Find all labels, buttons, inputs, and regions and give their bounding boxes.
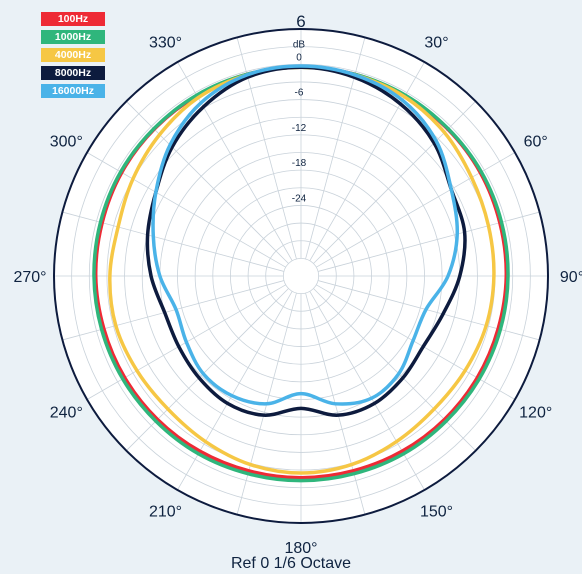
legend: 100Hz 1000Hz 4000Hz 8000Hz 16000Hz	[41, 12, 105, 102]
angle-label: 150°	[420, 504, 453, 521]
legend-item-100hz: 100Hz	[41, 12, 105, 26]
legend-item-16000hz: 16000Hz	[41, 84, 105, 98]
legend-item-8000hz: 8000Hz	[41, 66, 105, 80]
angle-label: 180°	[284, 540, 317, 557]
radial-tick-label: -18	[292, 158, 307, 169]
radial-tick-label: -6	[295, 88, 304, 99]
grid-spoke	[317, 280, 540, 341]
series-line-16000hz	[151, 64, 460, 406]
series-layer	[92, 64, 510, 483]
grid-spoke	[313, 288, 476, 451]
grid-spoke	[62, 280, 285, 341]
radial-unit-label: dB	[293, 39, 306, 50]
radial-tick-label: 0	[296, 52, 302, 63]
angle-label: 30°	[424, 34, 448, 51]
angle-label: 90°	[560, 269, 582, 286]
series-line-1000hz	[92, 65, 510, 483]
outer-ring	[53, 28, 549, 524]
grid-spoke	[316, 284, 516, 400]
chart-footer: Ref 0 1/6 Octave	[230, 555, 352, 572]
outer-ring-label: 6	[296, 12, 305, 31]
series-line-4000hz	[108, 65, 496, 475]
angle-label: 270°	[13, 269, 46, 286]
angle-label: 120°	[519, 405, 552, 422]
grid-spoke	[177, 291, 293, 491]
angle-label: 210°	[149, 504, 182, 521]
grid-spoke	[126, 288, 289, 451]
axis-labels: 0 -6 -12 -18 -24 dB 6 30° 60° 90° 120° 150° 180° 210°…	[13, 12, 582, 557]
radial-tick-label: -12	[292, 123, 307, 134]
angle-label: 300°	[50, 134, 83, 151]
angle-label: 60°	[524, 134, 548, 151]
legend-item-1000hz: 1000Hz	[41, 30, 105, 44]
radial-tick-label: -24	[292, 193, 307, 204]
grid-spoke	[309, 291, 425, 491]
legend-item-4000hz: 4000Hz	[41, 48, 105, 62]
angle-label: 240°	[50, 405, 83, 422]
angle-label: 330°	[149, 34, 182, 51]
polar-grid	[53, 28, 549, 524]
